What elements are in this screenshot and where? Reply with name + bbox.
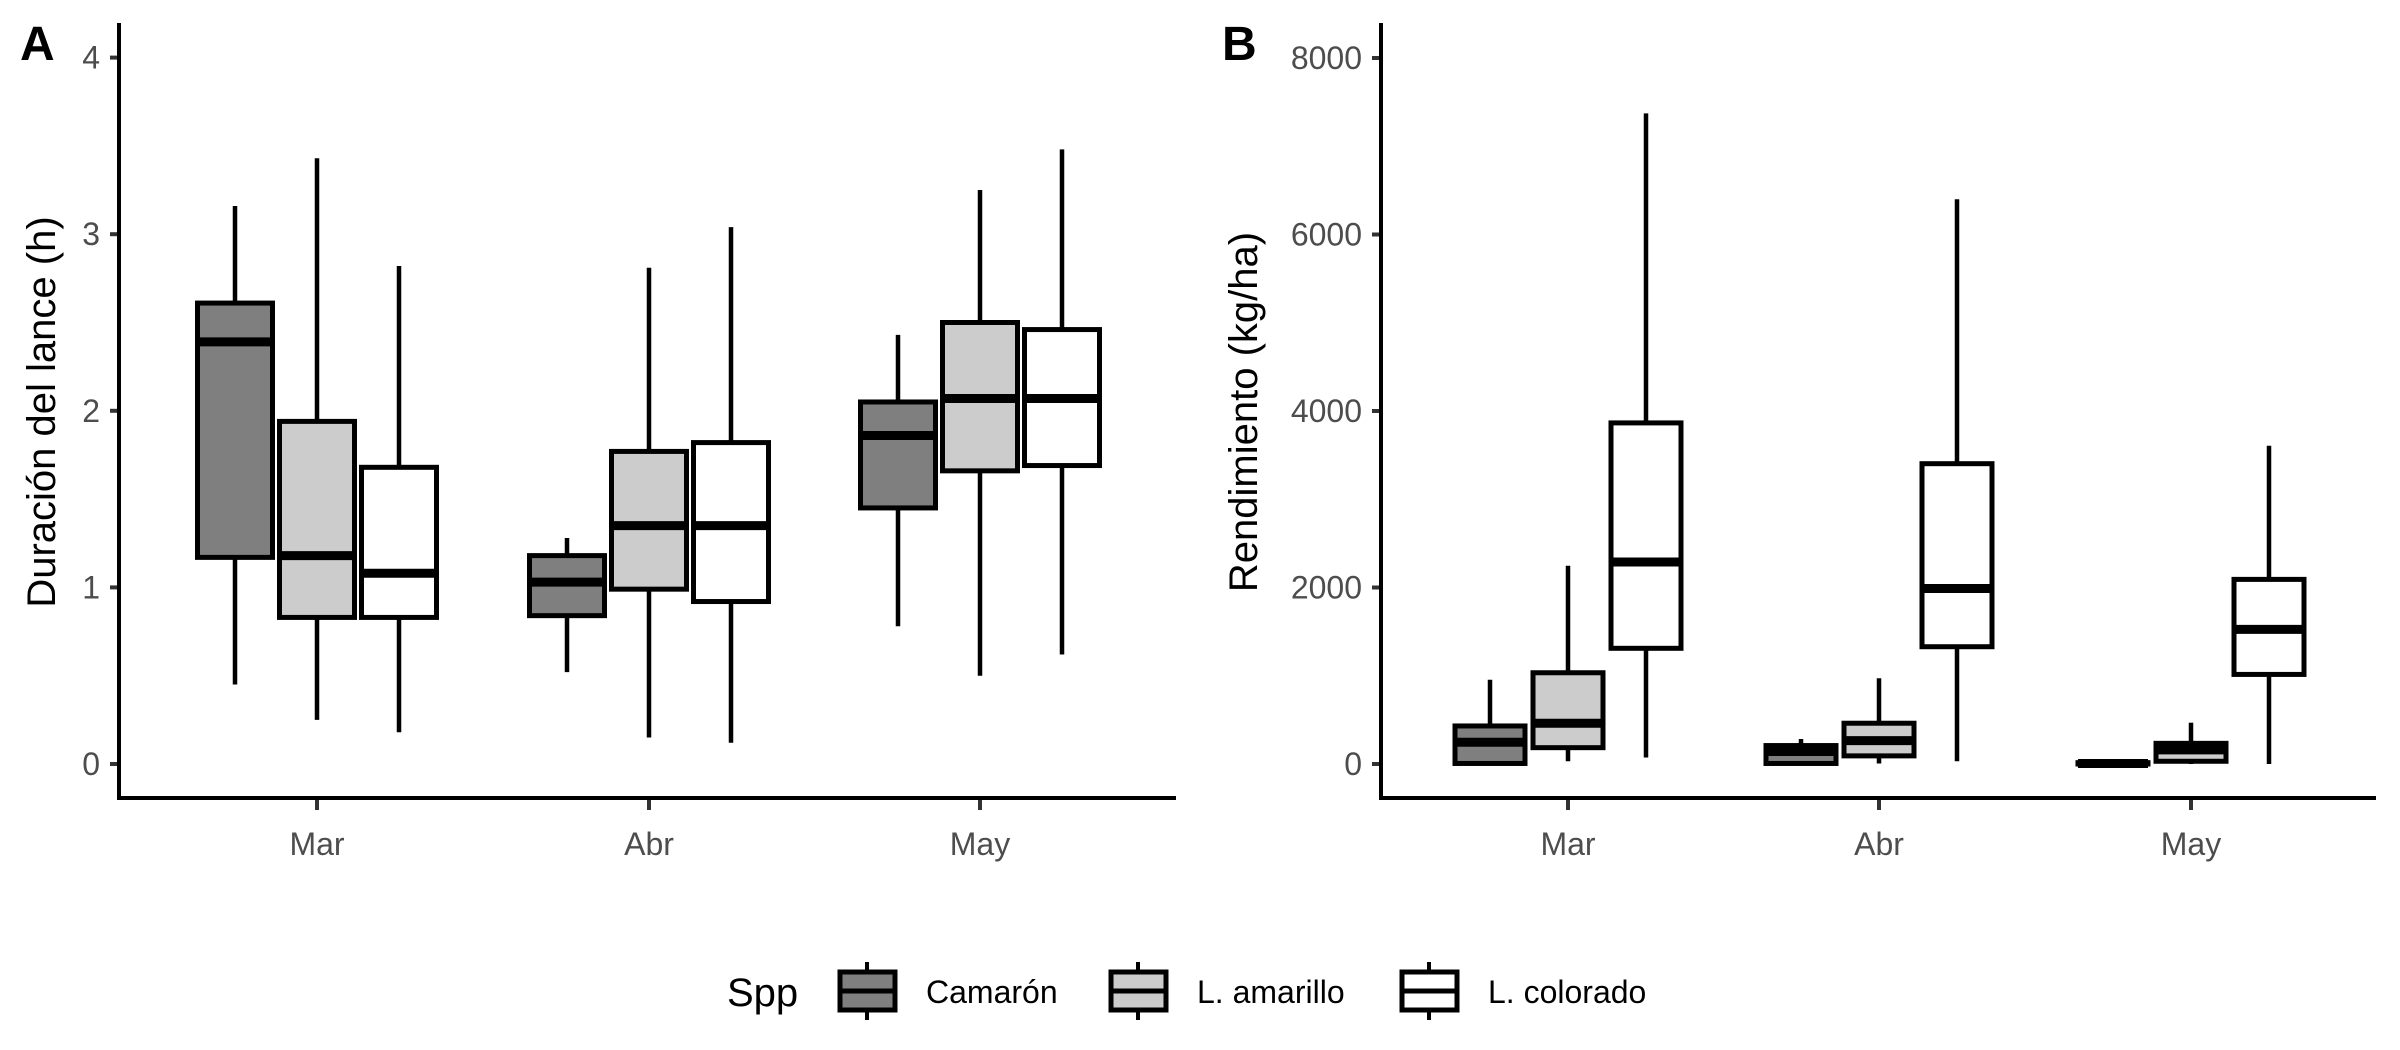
x-tick-label-mar: Mar <box>289 826 344 862</box>
panel-b: B Rendimiento (kg/ha) 02000400060008000 … <box>1222 18 2376 862</box>
panel-b-x-ticks: Mar Abr May <box>1540 798 2221 862</box>
panel-b-tag: B <box>1222 18 1257 71</box>
panel-b-boxes <box>1452 113 2307 769</box>
y-tick-label: 8000 <box>1291 40 1362 76</box>
y-tick-label: 4000 <box>1291 393 1362 429</box>
box-l-amarillo-abr <box>1841 678 1917 764</box>
box-camaron-abr <box>527 537 607 673</box>
legend-item-l-colorado: L. colorado <box>1399 962 1646 1020</box>
panel-b-y-axis-title: Rendimiento (kg/ha) <box>1222 232 1266 592</box>
y-tick-label: 2000 <box>1291 570 1362 606</box>
legend-item-camaron: Camarón <box>837 962 1058 1020</box>
panel-a-x-ticks: Mar Abr May <box>289 798 1010 862</box>
box-l-amarillo-mar <box>1530 565 1606 762</box>
box-l-colorado-abr <box>1919 199 1995 762</box>
iqr-box <box>1608 420 1684 651</box>
x-tick-label-abr: Abr <box>624 826 674 862</box>
box-l-amarillo-mar <box>277 158 357 720</box>
y-tick-label: 0 <box>1344 746 1362 782</box>
box-l-amarillo-may <box>940 190 1020 676</box>
legend-label-l-amarillo: L. amarillo <box>1197 974 1345 1010</box>
panel-b-y-ticks: 0 2000 4000 6000 8000 <box>1291 40 1381 782</box>
panel-a: A Duración del lance (h) 0 1 2 3 4 Mar Abr May <box>20 18 1176 862</box>
box-l-colorado-may <box>1022 149 1102 655</box>
box-camaron-may <box>858 334 938 627</box>
legend-label-camaron: Camarón <box>926 974 1058 1010</box>
panel-a-tag: A <box>20 18 55 71</box>
box-camaron-mar <box>195 205 275 685</box>
iqr-box <box>1919 461 1995 650</box>
iqr-box <box>609 448 689 592</box>
legend-label-l-colorado: L. colorado <box>1488 974 1646 1010</box>
iqr-box <box>277 418 357 620</box>
y-tick-label: 0 <box>82 746 100 782</box>
legend-item-l-amarillo: L. amarillo <box>1108 962 1345 1020</box>
iqr-box <box>359 464 439 620</box>
y-tick-label: 6000 <box>1291 217 1362 253</box>
x-tick-label-abr: Abr <box>1854 826 1904 862</box>
box-l-amarillo-abr <box>609 267 689 738</box>
box-l-amarillo-may <box>2153 722 2229 764</box>
box-camaron-may <box>2075 759 2151 769</box>
y-tick-label: 1 <box>82 569 100 605</box>
iqr-box <box>1530 670 1606 751</box>
box-l-colorado-mar <box>359 265 439 733</box>
box-l-colorado-abr <box>691 227 771 743</box>
y-tick-label: 4 <box>82 40 100 76</box>
box-l-colorado-may <box>2231 445 2307 764</box>
panel-a-y-axis-title: Duración del lance (h) <box>20 216 64 607</box>
x-tick-label-may: May <box>950 826 1010 862</box>
iqr-box <box>858 399 938 511</box>
legend: Spp Camarón L. amarillo L. colorado <box>727 962 1646 1020</box>
y-tick-label: 3 <box>82 216 100 252</box>
legend-title: Spp <box>727 971 798 1015</box>
box-l-colorado-mar <box>1608 113 1684 758</box>
x-tick-label-mar: Mar <box>1540 826 1595 862</box>
box-camaron-abr <box>1763 739 1839 766</box>
box-camaron-mar <box>1452 679 1528 766</box>
y-tick-label: 2 <box>82 393 100 429</box>
panel-a-boxes <box>195 149 1102 743</box>
x-tick-label-may: May <box>2161 826 2221 862</box>
